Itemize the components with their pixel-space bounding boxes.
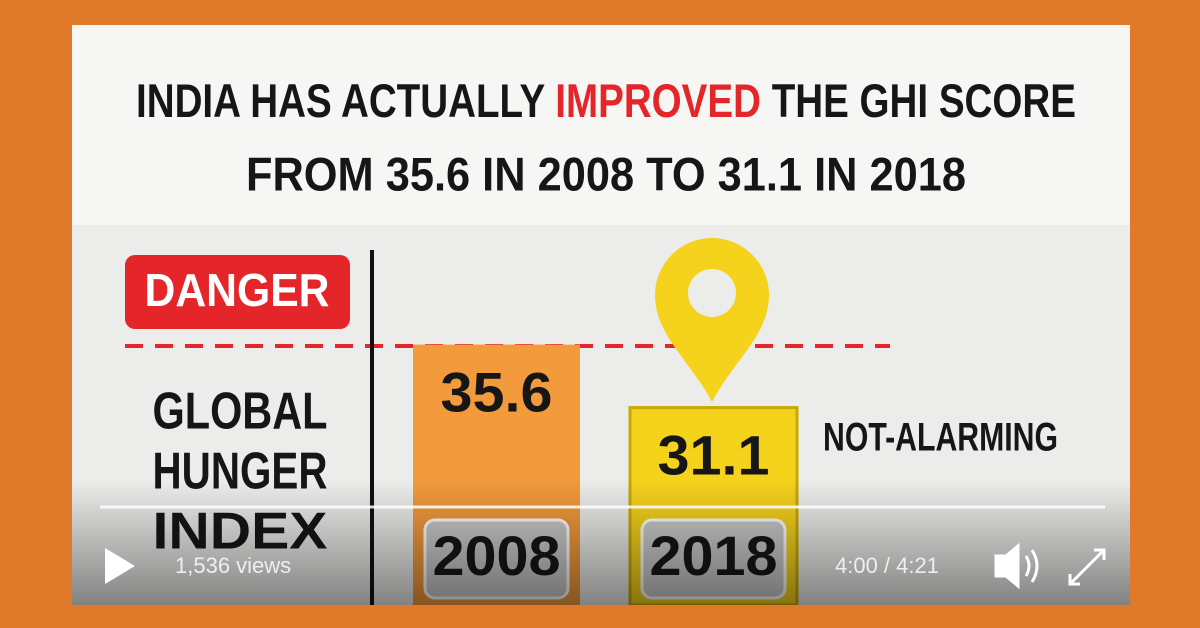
bar-value: 31.1 <box>658 423 770 486</box>
title-text: INDIA HAS ACTUALLY <box>136 74 555 127</box>
fullscreen-button[interactable] <box>1068 548 1106 586</box>
status-label: NOT-ALARMING <box>823 416 1058 460</box>
view-count: 1,536 views <box>175 553 291 578</box>
play-button[interactable] <box>105 548 135 584</box>
paper-strip <box>72 25 1130 225</box>
controls-shade <box>72 480 1130 605</box>
title-highlight: IMPROVED <box>555 74 761 127</box>
map-pin-hole <box>688 269 736 317</box>
title-text: THE GHI SCORE <box>761 74 1076 127</box>
danger-box <box>125 255 350 329</box>
time-display: 4:00 / 4:21 <box>835 553 939 578</box>
bar-value: 35.6 <box>441 360 553 423</box>
volume-button[interactable] <box>994 542 1039 590</box>
axis-label: GLOBAL <box>153 383 328 441</box>
map-pin <box>655 238 769 402</box>
danger-label: DANGER <box>145 264 330 316</box>
title-line-1: INDIA HAS ACTUALLY IMPROVED THE GHI SCOR… <box>136 74 1076 127</box>
title-line-2: FROM 35.6 IN 2008 TO 31.1 IN 2018 <box>246 147 966 200</box>
